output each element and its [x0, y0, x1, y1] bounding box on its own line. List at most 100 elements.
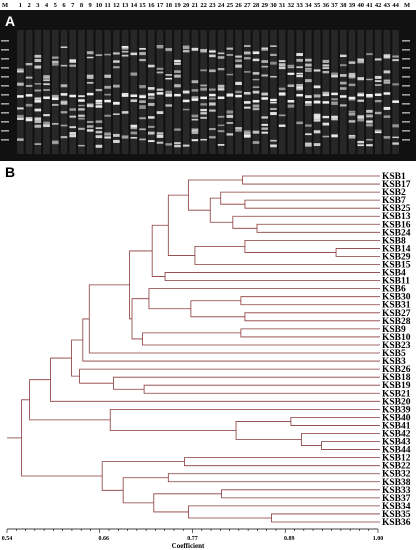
leaf-label: KSB17 — [382, 180, 411, 190]
x-tick-label: 0.89 — [284, 536, 295, 542]
dendrogram-link — [143, 384, 380, 394]
leaf-label: KSB18 — [382, 373, 411, 383]
x-axis-label: Coefficient — [172, 542, 205, 550]
dendrogram-link — [244, 239, 380, 253]
leaf-label: KSB7 — [382, 196, 406, 206]
lane-label: 20 — [183, 2, 190, 9]
x-tick-label: 0.77 — [187, 536, 198, 542]
gel-lane — [95, 30, 103, 154]
lane-label: 33 — [296, 2, 303, 9]
leaf-label: KSB14 — [382, 244, 411, 254]
lane-label: 28 — [253, 2, 260, 9]
leaf-label: KSB13 — [382, 212, 411, 222]
gel-lane — [113, 30, 120, 154]
leaf-label: KSB29 — [382, 252, 411, 262]
dendrogram-link — [290, 416, 380, 426]
dendrogram-link — [164, 272, 380, 282]
leaf-label: KSB2 — [382, 188, 406, 198]
gel-lane — [130, 30, 138, 154]
gel-lane — [217, 30, 225, 154]
gel-lane — [174, 30, 181, 154]
leaf-label: KSB12 — [382, 454, 411, 464]
leaf-label: KSB10 — [382, 333, 411, 343]
lane-label: 27 — [244, 2, 251, 9]
lane-label: 11 — [105, 2, 111, 9]
lane-label: 10 — [96, 2, 103, 9]
gel-lane — [383, 30, 391, 154]
dendrogram-link — [194, 246, 380, 265]
dendrogram-link — [109, 408, 380, 431]
dendrogram-link — [232, 215, 380, 229]
dendrogram-link — [221, 489, 380, 499]
gel-lane — [374, 30, 382, 154]
dendrogram-link — [244, 199, 380, 209]
gel-lane — [296, 30, 303, 154]
gel-lane — [139, 30, 146, 154]
leaf-label: KSB19 — [382, 381, 411, 391]
x-axis: 0.54 0.66 0.77 0.89 1.00 — [2, 528, 383, 542]
dendrogram-link — [209, 197, 233, 223]
gel-lane — [366, 30, 373, 154]
gel-lane — [78, 30, 85, 154]
dendrogram-link — [21, 399, 103, 477]
lane-label: 41 — [366, 2, 373, 9]
gel-lane — [278, 30, 286, 154]
dendrogram-link — [88, 284, 380, 354]
gel-lane — [60, 30, 68, 154]
dendrogram-links — [7, 175, 380, 523]
dendrogram-link — [79, 368, 380, 384]
dendrogram-link — [242, 175, 380, 185]
lane-label: 29 — [261, 2, 268, 9]
lane-label: 7 — [71, 2, 75, 9]
leaf-label: KSB42 — [382, 429, 411, 439]
dendrogram-link — [256, 223, 380, 233]
leaf-label: KSB22 — [382, 462, 411, 472]
lane-label: 19 — [174, 2, 181, 9]
gel-lane — [86, 30, 94, 154]
lane-label: 12 — [113, 2, 120, 9]
marker-label-right: M — [404, 2, 410, 9]
lane-label: 26 — [235, 2, 242, 9]
lane-label: 13 — [122, 2, 129, 9]
lane-label: 17 — [157, 2, 164, 9]
lane-label: 23 — [209, 2, 216, 9]
dendrogram: B KSB1KSB17KSB2KSB7KSB25KSB13KSB16KSB24K… — [2, 164, 411, 550]
panel-a-letter: A — [5, 13, 15, 29]
leaf-label: KSB41 — [382, 421, 411, 431]
dendrogram-link — [188, 179, 243, 211]
dendrogram-link — [148, 288, 380, 310]
leaf-label: KSB4 — [382, 269, 406, 279]
gel-lane — [51, 30, 59, 154]
leaf-label: KSB26 — [382, 365, 411, 375]
leaf-label: KSB39 — [382, 405, 411, 415]
lane-label: 18 — [165, 2, 172, 9]
dendrogram-link — [131, 298, 149, 340]
gel-lane — [287, 30, 295, 154]
lane-label: 32 — [288, 2, 295, 9]
leaf-label: KSB35 — [382, 510, 411, 520]
lane-label: 38 — [340, 2, 347, 9]
leaf-label: KSB16 — [382, 220, 411, 230]
gel-lane — [322, 30, 330, 154]
dendrogram-link — [153, 493, 222, 513]
dendrogram-link — [71, 339, 83, 377]
leaf-label: KSB8 — [382, 236, 406, 246]
gel-background — [0, 0, 416, 161]
lane-label: 25 — [227, 2, 234, 9]
lane-label: 8 — [80, 2, 84, 9]
gel-lane — [209, 30, 216, 154]
gel-lane — [392, 30, 399, 154]
dendrogram-link — [300, 433, 380, 446]
lane-label: 31 — [279, 2, 286, 9]
lane-label: 44 — [392, 2, 399, 9]
gel-lane — [252, 30, 260, 154]
leaf-label: KSB36 — [382, 518, 411, 528]
gel-lane — [121, 30, 129, 154]
dendrogram-link — [167, 194, 195, 256]
lane-label: 21 — [192, 2, 199, 9]
gel-lane — [270, 30, 277, 154]
gel-lanes — [1, 30, 410, 154]
dendrogram-link — [271, 513, 380, 523]
lane-label: 1 — [19, 2, 22, 9]
leaf-label: KSB9 — [382, 325, 406, 335]
